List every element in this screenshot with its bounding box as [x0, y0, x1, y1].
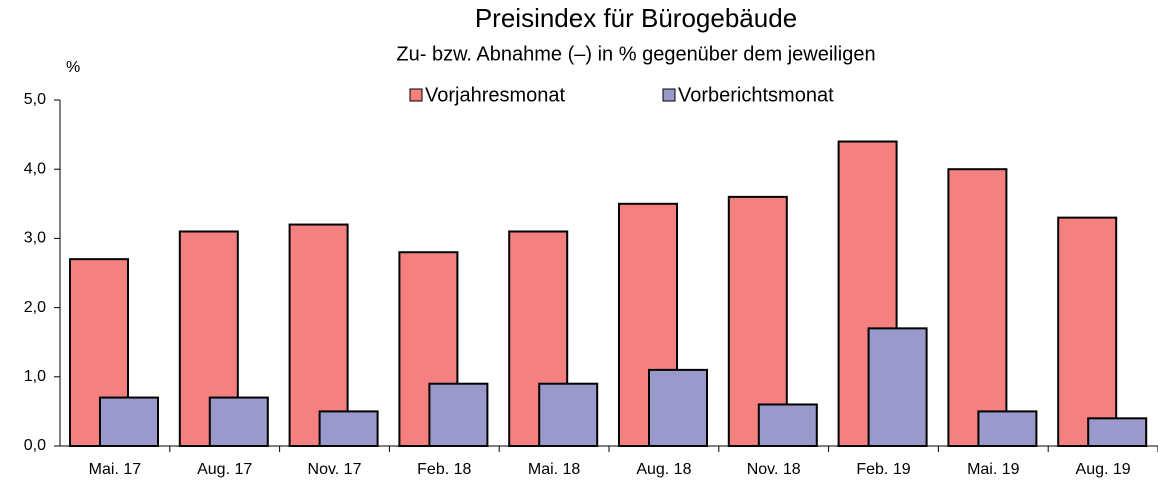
y-tick-label: 3,0 — [24, 230, 46, 247]
bar — [867, 327, 928, 447]
y-tick-label: 1,0 — [24, 368, 46, 385]
legend-label: Vorberichtsmonat — [678, 84, 834, 106]
x-tick-label: Aug. 17 — [197, 461, 252, 478]
x-tick-label: Aug. 18 — [636, 461, 691, 478]
bar — [947, 168, 1008, 447]
chart-title: Preisindex für Bürogebäude — [475, 3, 797, 33]
x-tick-label: Mai. 19 — [967, 461, 1020, 478]
x-tick-label: Feb. 18 — [417, 461, 471, 478]
bar — [208, 396, 269, 447]
legend-label: Vorjahresmonat — [425, 84, 566, 106]
bar — [99, 396, 159, 447]
bar — [977, 410, 1038, 447]
x-tick-label: Nov. 17 — [308, 461, 362, 478]
y-tick-label: 2,0 — [24, 299, 46, 316]
bar — [1087, 417, 1148, 448]
legend-swatch — [409, 88, 423, 102]
y-tick-label: 0,0 — [24, 437, 46, 454]
bar — [538, 382, 599, 447]
y-tick-label: 4,0 — [24, 160, 46, 177]
bar — [648, 368, 708, 448]
x-tick-label: Aug. 19 — [1076, 461, 1131, 478]
bar — [1057, 216, 1118, 447]
bar — [757, 403, 818, 448]
y-axis-label: % — [66, 59, 80, 76]
y-tick-label: 5,0 — [24, 91, 46, 108]
legend-swatch — [662, 88, 676, 102]
bar — [428, 382, 489, 447]
chart-subtitle: Zu- bzw. Abnahme (–) in % gegenüber dem … — [396, 43, 875, 65]
x-tick-label: Mai. 17 — [89, 461, 142, 478]
bar — [318, 410, 379, 447]
x-tick-label: Nov. 18 — [747, 461, 801, 478]
x-tick-label: Feb. 19 — [856, 461, 910, 478]
x-tick-label: Mai. 18 — [528, 461, 581, 478]
